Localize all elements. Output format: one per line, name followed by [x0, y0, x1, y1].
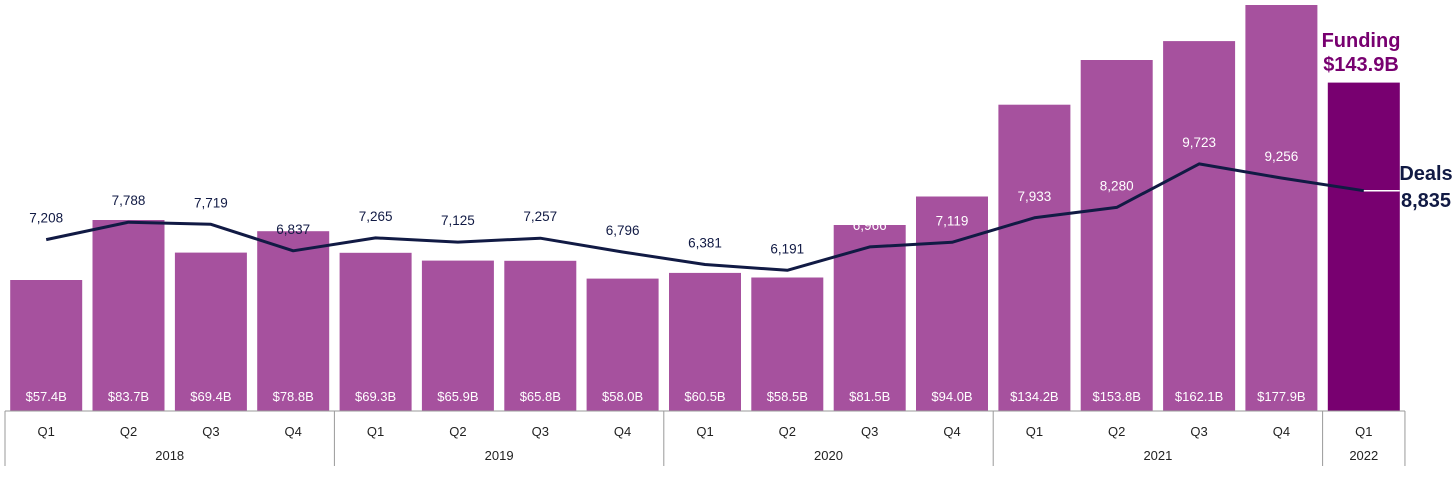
deals-point-label: 6,966 — [853, 218, 887, 233]
year-label: 2021 — [1143, 448, 1172, 463]
deals-point-label: 7,257 — [523, 209, 557, 224]
funding-bar — [1163, 41, 1236, 411]
deals-callout-value: 8,835 — [1401, 190, 1451, 212]
funding-bar — [586, 278, 659, 411]
funding-bar-label: $162.1B — [1175, 389, 1223, 404]
labels-layer: $57.4B $83.7B $69.4B $78.8B $69.3B $65.9B $65.… — [26, 135, 1306, 404]
funding-bar — [1327, 82, 1400, 411]
deals-point-label: 8,280 — [1100, 178, 1134, 193]
x-tick-label: Q3 — [202, 424, 219, 439]
x-tick-label: Q4 — [614, 424, 631, 439]
x-tick-label: Q2 — [779, 424, 796, 439]
deals-point-label: 7,788 — [112, 193, 146, 208]
deals-point-label: 6,837 — [276, 222, 310, 237]
deals-point-label: 6,796 — [606, 223, 640, 238]
x-tick-label: Q1 — [1355, 424, 1372, 439]
funding-bar-label: $58.5B — [767, 389, 808, 404]
deals-point-label: 7,125 — [441, 213, 475, 228]
funding-bar-label: $83.7B — [108, 389, 149, 404]
deals-point-label: 6,381 — [688, 236, 722, 251]
deals-point-label: 7,119 — [936, 213, 969, 228]
funding-bar — [916, 196, 988, 411]
deals-point-label: 9,256 — [1265, 149, 1299, 164]
x-tick-label: Q3 — [532, 424, 549, 439]
funding-bar — [92, 220, 165, 411]
year-label: 2022 — [1349, 448, 1378, 463]
deals-callout-title: Deals — [1399, 163, 1452, 185]
deals-point-label: 9,723 — [1182, 135, 1216, 150]
funding-bar — [421, 260, 494, 411]
funding-bar — [174, 252, 247, 411]
funding-bar-label: $153.8B — [1092, 389, 1140, 404]
funding-bar — [669, 272, 741, 411]
funding-callout-value: $143.9B — [1323, 54, 1399, 76]
x-tick-label: Q2 — [120, 424, 137, 439]
x-tick-label: Q2 — [1108, 424, 1125, 439]
x-tick-label: Q1 — [1026, 424, 1043, 439]
funding-bar-label: $58.0B — [602, 389, 643, 404]
funding-bar-label: $57.4B — [26, 389, 67, 404]
callout-layer: Funding $143.9B Deals 8,835 — [1322, 30, 1453, 212]
x-tick-label: Q1 — [696, 424, 713, 439]
funding-bar-label: $69.3B — [355, 389, 396, 404]
funding-bar — [751, 277, 824, 411]
funding-bar — [257, 231, 330, 411]
x-tick-label: Q3 — [1190, 424, 1207, 439]
funding-bar — [339, 252, 412, 411]
x-tick-label: Q3 — [861, 424, 878, 439]
funding-bar-label: $81.5B — [849, 389, 890, 404]
funding-bar — [998, 104, 1071, 411]
deals-point-label: 7,933 — [1018, 189, 1052, 204]
funding-bar-label: $69.4B — [190, 389, 231, 404]
funding-bar-label: $78.8B — [273, 389, 314, 404]
deals-point-label: 7,265 — [359, 209, 393, 224]
funding-bar — [504, 260, 577, 411]
deals-point-label: 6,191 — [770, 241, 804, 256]
x-tick-label: Q1 — [367, 424, 384, 439]
deals-point-label: 7,719 — [194, 195, 228, 210]
funding-bar-label: $134.2B — [1010, 389, 1058, 404]
deals-line — [45, 162, 1365, 272]
x-tick-label: Q4 — [1273, 424, 1290, 439]
axis-layer: Q1 Q2 Q3 Q4 Q1 Q2 Q3 Q4 Q1 Q2 Q3 Q4 Q1 Q2 Q3 Q4 Q1 2018 20… — [4, 410, 1406, 466]
funding-callout-title: Funding — [1322, 30, 1401, 52]
funding-bar — [1080, 60, 1153, 411]
year-label: 2020 — [814, 448, 843, 463]
x-tick-label: Q4 — [285, 424, 302, 439]
deals-point-label: 7,208 — [29, 211, 63, 226]
funding-bar — [10, 280, 83, 411]
x-tick-label: Q1 — [38, 424, 55, 439]
funding-bar-label: $65.9B — [437, 389, 478, 404]
x-tick-label: Q2 — [449, 424, 466, 439]
line-layer — [45, 162, 1400, 272]
funding-bar-label: $65.8B — [520, 389, 561, 404]
bars-layer — [10, 5, 1400, 411]
funding-bar-label: $94.0B — [931, 389, 972, 404]
x-tick-label: Q4 — [943, 424, 960, 439]
year-label: 2018 — [155, 448, 184, 463]
funding-bar-label: $177.9B — [1257, 389, 1305, 404]
funding-bar — [833, 225, 906, 411]
year-label: 2019 — [485, 448, 514, 463]
funding-bar — [1245, 5, 1318, 411]
funding-bar-label: $60.5B — [684, 389, 725, 404]
